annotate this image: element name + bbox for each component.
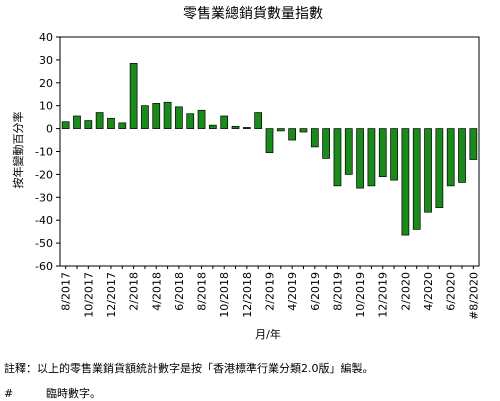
footnote-provisional: # 臨時數字。 <box>4 385 101 401</box>
bar <box>356 128 364 189</box>
x-tick-label: 4/2018 <box>150 272 163 311</box>
y-tick-label: -40 <box>35 214 53 227</box>
bar <box>118 122 127 129</box>
bar <box>220 115 229 129</box>
footnote-hash-text: 臨時數字。 <box>46 387 101 400</box>
bar <box>231 125 240 129</box>
bar <box>435 128 444 208</box>
x-tick-label: 4/2019 <box>286 272 299 311</box>
footnote-hash-symbol: # <box>4 387 14 400</box>
y-axis-title: 按年變動百分率 <box>11 112 25 189</box>
bar <box>152 103 161 129</box>
bar <box>84 120 93 129</box>
bar <box>254 112 263 129</box>
x-tick-label: 4/2020 <box>422 272 435 311</box>
x-tick-label: 8/2017 <box>60 272 73 311</box>
bar <box>265 128 274 153</box>
bar <box>197 109 206 129</box>
bar <box>322 128 330 159</box>
bar <box>378 128 387 178</box>
bar <box>209 124 217 129</box>
x-tick-label: 8/2018 <box>196 272 209 311</box>
x-tick-label: 10/2019 <box>354 272 367 318</box>
bar <box>61 121 70 129</box>
y-tick-label: -30 <box>35 191 53 204</box>
x-tick-label: 12/2017 <box>105 272 118 318</box>
bar <box>344 128 353 175</box>
x-tick-label: 12/2019 <box>377 272 390 318</box>
y-tick-label: -10 <box>35 146 53 159</box>
y-tick-label: 10 <box>39 100 53 113</box>
x-tick-label: 12/2018 <box>241 272 254 318</box>
bar <box>288 128 297 141</box>
x-tick-label: 2/2019 <box>264 272 277 311</box>
x-axis-title: 月/年 <box>255 327 281 341</box>
bar <box>333 128 342 187</box>
bar <box>310 128 319 148</box>
bar <box>424 128 432 213</box>
chart: 零售業總銷貨數量指數 按年變動百分率 月/年 40 30 20 10 0 -10 -20 -3… <box>11 5 480 341</box>
bar <box>129 62 138 129</box>
y-tick-label: -20 <box>35 168 53 181</box>
x-tick-label: 2/2020 <box>399 272 412 311</box>
bar <box>107 117 115 129</box>
x-tick-label: 6/2019 <box>309 272 322 311</box>
y-tick-label: 40 <box>39 31 53 44</box>
bar <box>73 115 81 129</box>
y-tick-label: 0 <box>46 123 53 136</box>
bar <box>186 113 195 129</box>
bar <box>141 105 149 129</box>
bar <box>469 128 478 160</box>
y-tick-label: 30 <box>39 54 53 67</box>
y-tick-label: 20 <box>39 77 53 90</box>
bar <box>390 128 398 181</box>
x-tick-label: 6/2020 <box>445 272 458 311</box>
x-tick-label: 6/2018 <box>173 272 186 311</box>
x-tick-label: #8/2020 <box>467 272 480 320</box>
x-tick-label: 10/2017 <box>82 272 95 318</box>
y-tick-label: -50 <box>35 237 53 250</box>
plot-area: 40 30 20 10 0 -10 -20 -30 -40 -50 -60 8/2017 10/2017… <box>35 31 480 320</box>
bar <box>95 112 104 129</box>
footnote-note: 註釋：以上的零售業銷貨額統計數字是按「香港標準行業分類2.0版」編製。 <box>4 362 374 375</box>
bar <box>367 128 376 187</box>
bar <box>401 128 410 236</box>
bar <box>458 128 466 183</box>
bar <box>299 128 308 133</box>
y-tick-label: -60 <box>35 260 53 273</box>
bar <box>163 101 172 129</box>
x-tick-label: 8/2019 <box>331 272 344 311</box>
x-tick-label: 2/2018 <box>128 272 141 311</box>
x-tick-label: 10/2018 <box>218 272 231 318</box>
bar <box>446 128 455 187</box>
chart-title: 零售業總銷貨數量指數 <box>183 5 323 22</box>
bar <box>412 128 421 230</box>
bar <box>175 106 183 129</box>
bar <box>242 127 251 129</box>
bar <box>276 128 285 132</box>
